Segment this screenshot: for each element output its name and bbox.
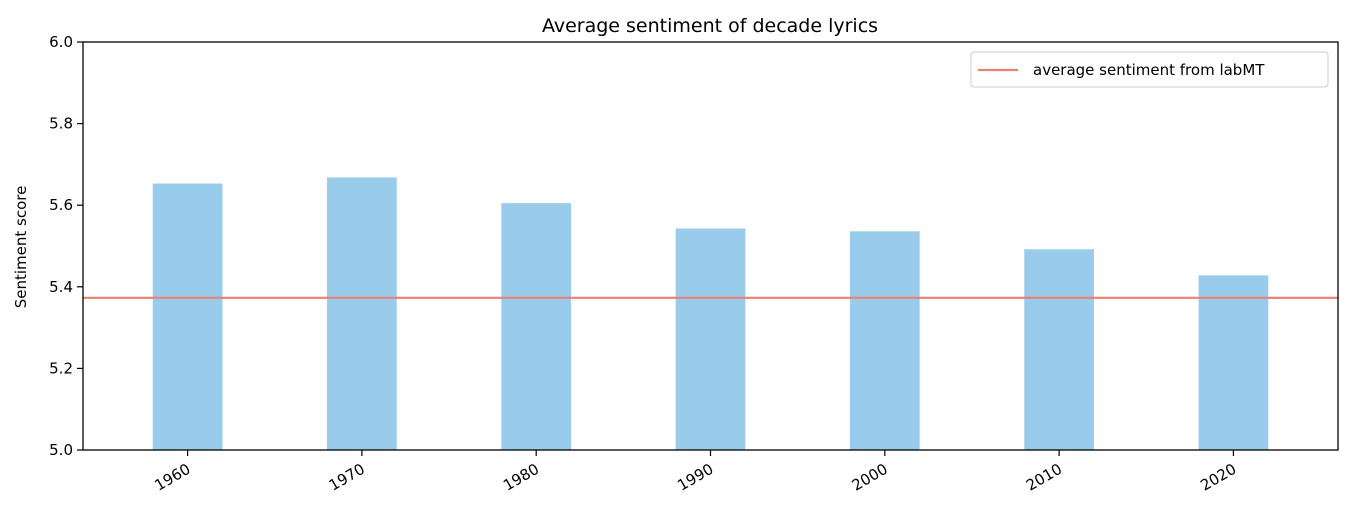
legend-box bbox=[970, 51, 1329, 88]
bar-1990 bbox=[675, 228, 746, 450]
bar-1970 bbox=[327, 177, 397, 450]
bar-1960 bbox=[152, 183, 223, 450]
y-tick-label: 5.6 bbox=[49, 196, 73, 214]
y-axis-label: Sentiment score bbox=[12, 186, 30, 309]
y-tick-label: 5.0 bbox=[49, 441, 73, 459]
bar-2020 bbox=[1198, 275, 1269, 450]
x-tick-label: 1970 bbox=[326, 460, 368, 495]
y-tick-label: 5.4 bbox=[49, 278, 73, 296]
bars bbox=[152, 177, 1269, 450]
chart-title: Average sentiment of decade lyrics bbox=[542, 15, 878, 37]
bar-2000 bbox=[849, 231, 920, 450]
plot-area: 5.0 5.2 5.4 5.6 5.8 6.0 1960 1970 1980 1990 2000 2… bbox=[49, 33, 1339, 495]
x-tick-label: 2020 bbox=[1197, 460, 1239, 495]
legend-label-reference-line: average sentiment from labMT bbox=[1033, 61, 1265, 79]
y-tick-label: 6.0 bbox=[49, 33, 73, 51]
legend: average sentiment from labMT bbox=[970, 51, 1329, 88]
y-axis-ticks: 5.0 5.2 5.4 5.6 5.8 6.0 bbox=[49, 33, 83, 459]
x-tick-label: 2010 bbox=[1023, 460, 1065, 495]
x-tick-label: 1960 bbox=[152, 460, 194, 495]
x-tick-label: 1990 bbox=[674, 460, 716, 495]
y-tick-label: 5.2 bbox=[49, 359, 73, 377]
x-tick-label: 1980 bbox=[500, 460, 542, 495]
bar-2010 bbox=[1024, 249, 1094, 450]
x-axis-ticks: 1960 1970 1980 1990 2000 2010 2020 bbox=[152, 450, 1239, 495]
bar-1980 bbox=[501, 203, 572, 450]
y-tick-label: 5.8 bbox=[49, 115, 73, 133]
x-tick-label: 2000 bbox=[849, 460, 891, 495]
